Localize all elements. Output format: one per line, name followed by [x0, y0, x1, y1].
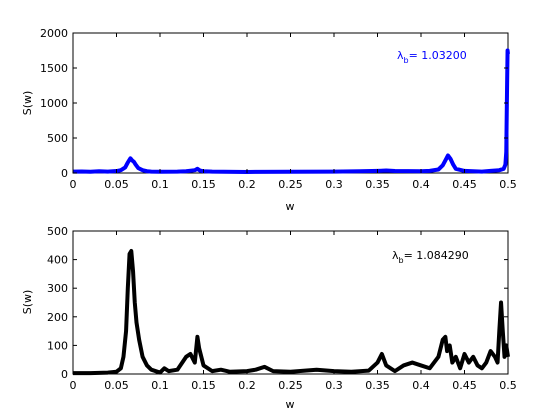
- bottom-y-tick-label: 200: [47, 311, 68, 324]
- top-plot-area: [72, 32, 509, 174]
- top-x-tick-label: 0.25: [278, 178, 303, 191]
- bottom-y-tick-label: 100: [47, 339, 68, 352]
- lambda-subscript: b: [399, 256, 404, 265]
- top-x-tick-label: 0.4: [412, 178, 430, 191]
- bottom-x-tick-label: 0.3: [325, 379, 343, 392]
- top-y-tick-label: 500: [47, 132, 68, 145]
- top-x-tick-label: 0.1: [151, 178, 169, 191]
- top-y-tick-label: 0: [61, 167, 68, 180]
- bottom-x-tick-label: 0.1: [151, 379, 169, 392]
- bottom-x-tick-label: 0.2: [238, 379, 256, 392]
- bottom-y-tick-label: 400: [47, 254, 68, 267]
- bottom-x-tick-label: 0: [70, 379, 77, 392]
- lambda-value: = 1.03200: [409, 49, 467, 62]
- bottom-plot-area: [72, 230, 509, 375]
- top-x-tick-label: 0.2: [238, 178, 256, 191]
- lambda-symbol: λ: [397, 49, 404, 62]
- bottom-x-tick-label: 0.25: [278, 379, 303, 392]
- bottom-x-tick-label: 0.15: [191, 379, 216, 392]
- bottom-y-axis-label: S(w): [21, 290, 34, 315]
- top-x-tick-label: 0.45: [452, 178, 477, 191]
- bottom-lambda-annotation: λb= 1.084290: [392, 249, 469, 265]
- bottom-series-line-0: [73, 249, 510, 376]
- bottom-x-tick-label: 0.05: [104, 379, 129, 392]
- top-lambda-annotation: λb= 1.03200: [397, 49, 467, 65]
- bottom-x-tick-label: 0.45: [452, 379, 477, 392]
- top-x-tick-label: 0.5: [499, 178, 517, 191]
- lambda-symbol: λ: [392, 249, 399, 262]
- top-y-tick-label: 2000: [40, 27, 68, 40]
- top-x-tick-label: 0: [70, 178, 77, 191]
- bottom-x-tick-label: 0.4: [412, 379, 430, 392]
- top-x-tick-label: 0.35: [365, 178, 390, 191]
- bottom-x-tick-label: 0.35: [365, 379, 390, 392]
- top-series-line-0: [72, 48, 510, 174]
- bottom-x-tick-label: 0.5: [499, 379, 517, 392]
- top-spectrum-chart: 0 0.05 0.1 0.15 0.2 0.25 0.3 0.35 0.4 0.45 0.5 0 50…: [21, 27, 517, 213]
- lambda-value: = 1.084290: [404, 249, 469, 262]
- bottom-x-axis-label: w: [286, 398, 295, 411]
- bottom-y-tick-label: 300: [47, 282, 68, 295]
- bottom-spectrum-chart: 0 0.05 0.1 0.15 0.2 0.25 0.3 0.35 0.4 0.45 0.5 0 10…: [21, 225, 517, 411]
- top-x-tick-label: 0.3: [325, 178, 343, 191]
- top-x-tick-label: 0.15: [191, 178, 216, 191]
- top-y-tick-label: 1000: [40, 97, 68, 110]
- top-y-tick-label: 1500: [40, 62, 68, 75]
- lambda-subscript: b: [404, 56, 409, 65]
- top-y-axis-label: S(w): [21, 91, 34, 116]
- top-x-axis-label: w: [286, 200, 295, 213]
- bottom-y-tick-label: 500: [47, 225, 68, 238]
- top-x-tick-label: 0.05: [104, 178, 129, 191]
- bottom-y-tick-label: 0: [61, 368, 68, 381]
